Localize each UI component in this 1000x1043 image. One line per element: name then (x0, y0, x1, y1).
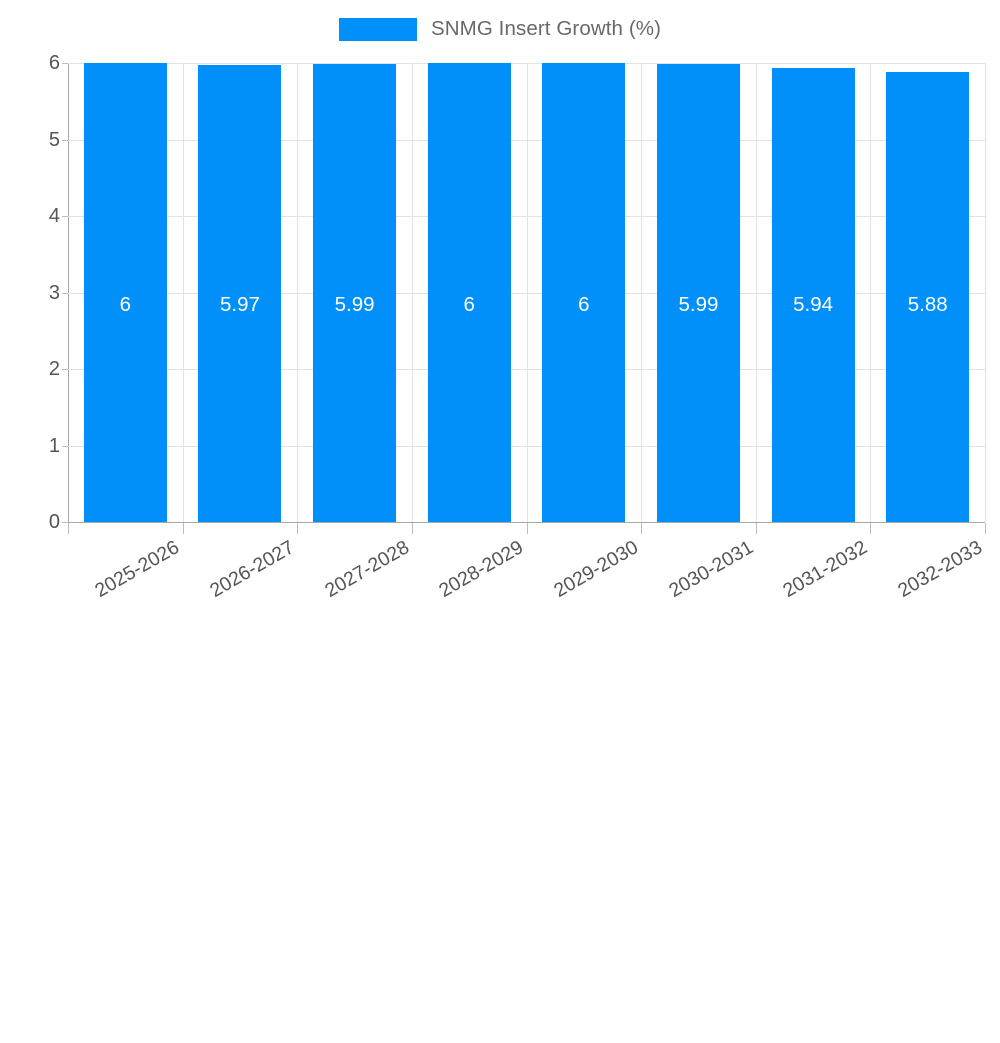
y-axis-tick-label: 5 (48, 128, 60, 151)
x-axis-tick-mark (756, 523, 757, 534)
x-axis-tick-mark (183, 523, 184, 534)
x-gridline (756, 63, 757, 522)
x-gridline (985, 63, 986, 522)
y-gridline (68, 292, 985, 294)
x-axis-tick-label: 2029-2030 (550, 536, 642, 602)
bar[interactable]: 6 (427, 63, 511, 522)
bar[interactable]: 5.99 (656, 63, 740, 522)
legend-label: SNMG Insert Growth (%) (430, 16, 661, 40)
legend-color-swatch-icon (338, 17, 417, 41)
x-gridline (527, 63, 528, 522)
bar-value-label: 5.94 (793, 293, 834, 316)
y-gridline (68, 522, 985, 524)
bar[interactable]: 5.94 (771, 67, 855, 522)
y-gridline (68, 445, 985, 447)
y-gridline (68, 139, 985, 141)
bar-value-label: 5.99 (334, 293, 375, 316)
x-axis-tick-mark (527, 523, 528, 534)
bar[interactable]: 5.97 (198, 65, 282, 522)
y-axis-tick-label: 0 (48, 511, 60, 533)
bar[interactable]: 6 (83, 63, 167, 522)
y-axis-tick-label: 4 (48, 205, 60, 227)
x-axis-tick-label: 2032-2033 (894, 536, 986, 602)
bar[interactable]: 5.99 (313, 63, 397, 522)
bar-value-label: 5.88 (907, 293, 948, 316)
bar-chart: SNMG Insert Growth (%) 0 1 2 3 4 5 6 6 5.97 5.99… (0, 8, 1000, 602)
y-axis-tick-mark (62, 522, 68, 523)
y-axis-tick-mark (62, 139, 68, 141)
legend-item-snmg-insert-growth[interactable]: SNMG Insert Growth (%) (338, 16, 661, 41)
y-axis-tick-label: 6 (48, 52, 60, 74)
y-axis-tick-mark (62, 216, 68, 217)
bar-value-label: 6 (119, 293, 132, 316)
bar[interactable]: 5.88 (886, 72, 970, 522)
y-axis-tick-label: 2 (48, 358, 60, 380)
bar-value-label: 5.99 (678, 293, 719, 316)
x-gridline (641, 63, 642, 522)
x-gridline (297, 63, 298, 522)
y-axis-tick-label: 1 (48, 434, 60, 457)
bar-value-label: 5.97 (219, 293, 260, 316)
chart-legend: SNMG Insert Growth (%) (0, 8, 1000, 50)
y-axis-tick-mark (62, 63, 68, 64)
y-axis-tick-mark (62, 445, 68, 447)
x-axis-tick-mark (641, 523, 642, 534)
bar-value-label: 6 (578, 293, 590, 316)
y-axis: 0 1 2 3 4 5 6 (0, 53, 68, 532)
x-gridline (870, 63, 871, 522)
x-axis-tick-mark (870, 523, 871, 534)
y-gridline (68, 369, 985, 370)
x-gridline (183, 63, 184, 522)
y-gridline (68, 63, 985, 64)
y-axis-tick-mark (62, 369, 68, 370)
x-axis-tick-mark (297, 523, 298, 534)
x-axis-tick-label: 2031-2032 (779, 536, 871, 602)
x-axis-tick-mark (68, 523, 69, 534)
bar-value-label: 6 (463, 293, 475, 316)
x-gridline (412, 63, 413, 522)
bar[interactable]: 6 (542, 63, 626, 522)
x-axis-tick-mark (985, 523, 986, 534)
y-gridline (68, 216, 985, 217)
x-axis-tick-mark (412, 523, 413, 534)
y-axis-tick-mark (62, 292, 68, 294)
y-axis-tick-label: 3 (48, 281, 60, 304)
plot-area: 6 5.97 5.99 6 6 5.99 5.94 5.88 (68, 63, 986, 524)
